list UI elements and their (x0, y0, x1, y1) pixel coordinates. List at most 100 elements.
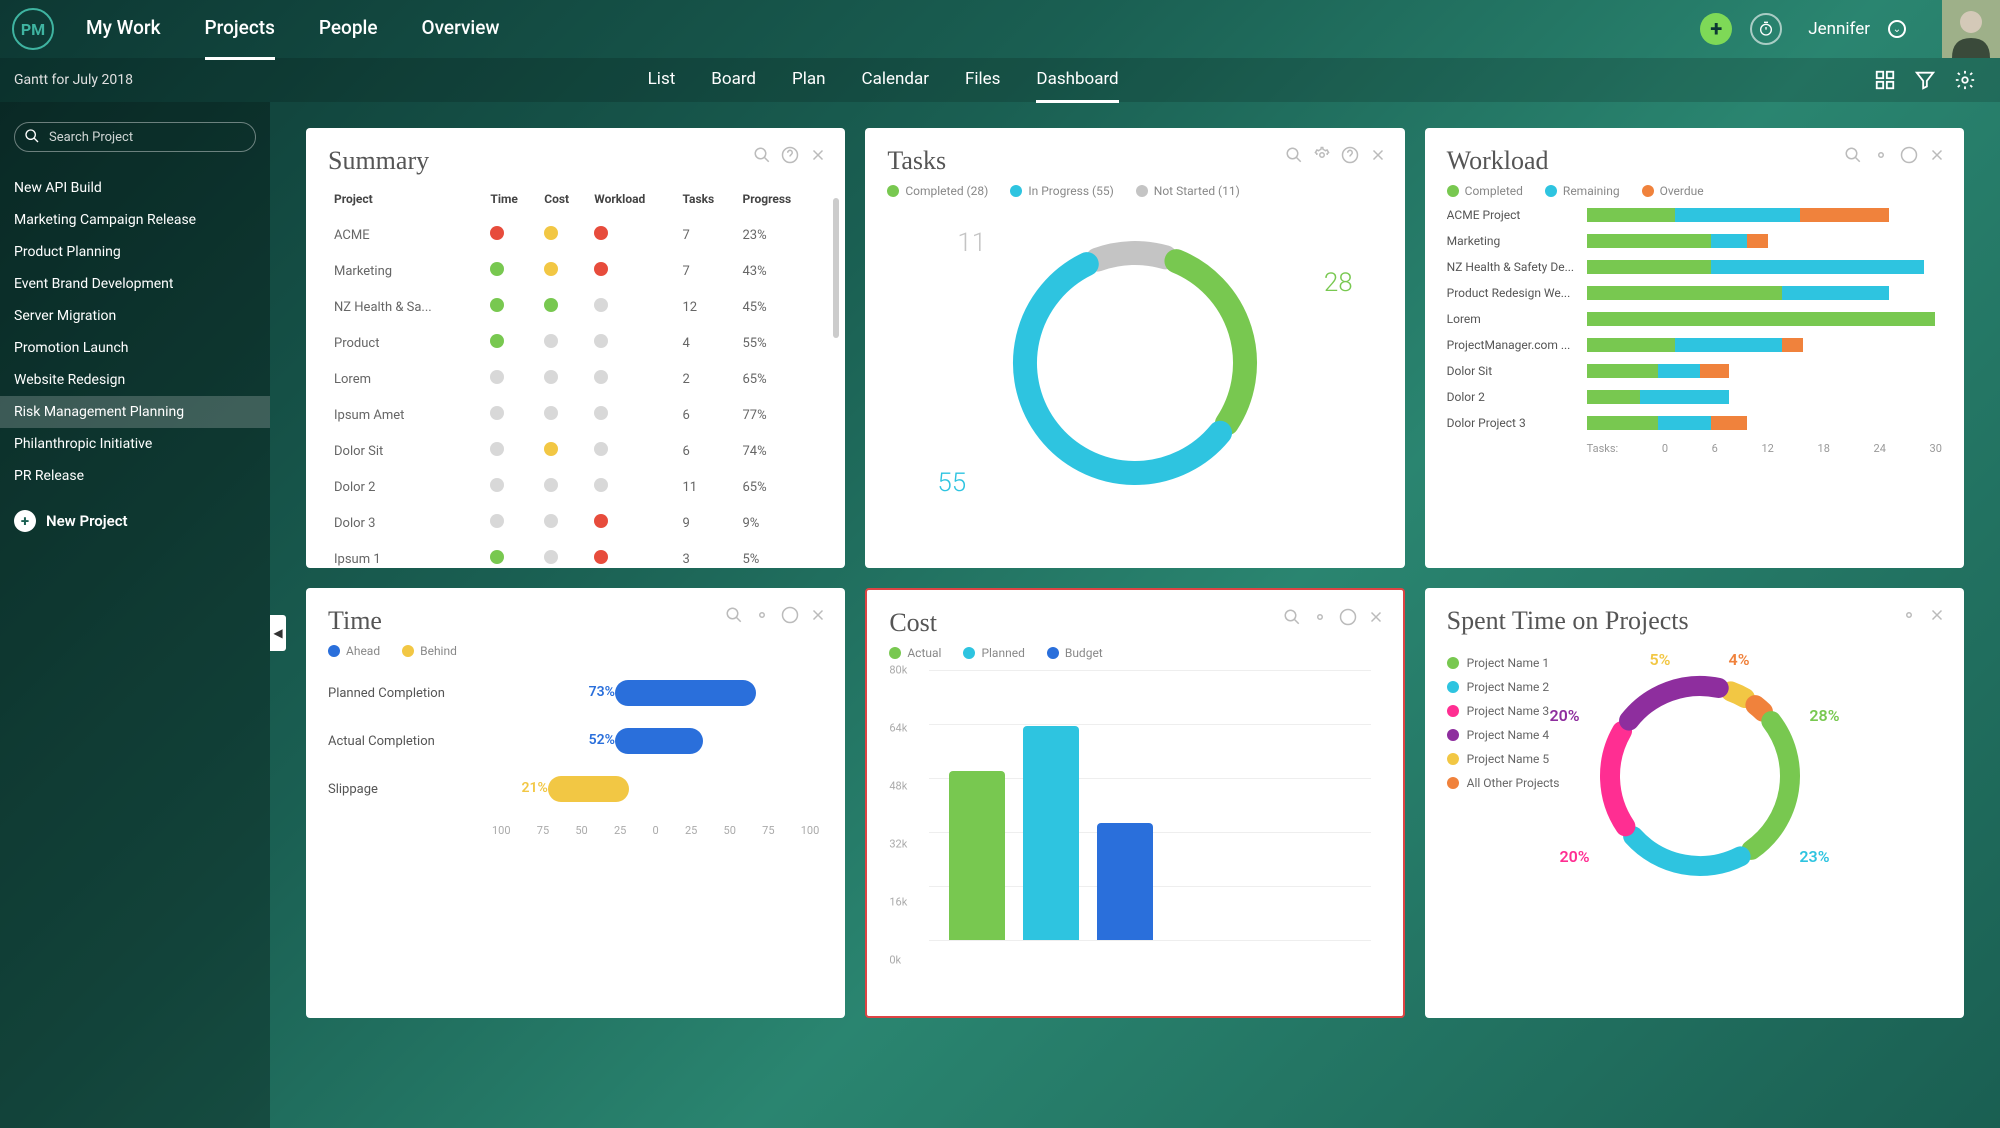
legend-item: Actual (889, 646, 941, 660)
filter-icon[interactable] (1914, 69, 1936, 91)
tab-calendar[interactable]: Calendar (862, 58, 929, 103)
workload-row: Product Redesign We... (1447, 286, 1942, 300)
card-title: Summary (328, 146, 823, 176)
scrollbar[interactable] (833, 198, 839, 338)
close-icon[interactable] (1928, 146, 1946, 164)
gear-icon[interactable] (1311, 608, 1329, 626)
nav-overview[interactable]: Overview (422, 0, 500, 60)
sidebar-project-item[interactable]: PR Release (0, 460, 270, 492)
sidebar-project-item[interactable]: Server Migration (0, 300, 270, 332)
sidebar-project-item[interactable]: Event Brand Development (0, 268, 270, 300)
legend-item: Planned (963, 646, 1024, 660)
user-name[interactable]: Jennifer (1808, 19, 1870, 39)
sidebar-project-item[interactable]: Philanthropic Initiative (0, 428, 270, 460)
column-header: Workload (590, 186, 676, 216)
grid-view-icon[interactable] (1874, 69, 1896, 91)
close-icon[interactable] (1369, 146, 1387, 164)
nav-people[interactable]: People (319, 0, 378, 60)
axis-label: 0k (889, 954, 901, 967)
zoom-icon[interactable] (1285, 146, 1303, 164)
add-button[interactable]: + (1700, 13, 1732, 45)
workload-row: Dolor 2 (1447, 390, 1942, 404)
table-row[interactable]: Product 455% (330, 326, 821, 360)
table-row[interactable]: Dolor 2 1165% (330, 470, 821, 504)
tab-plan[interactable]: Plan (792, 58, 826, 103)
zoom-icon[interactable] (1283, 608, 1301, 626)
nav-projects[interactable]: Projects (205, 0, 275, 60)
pct-label: 4% (1729, 650, 1750, 669)
zoom-icon[interactable] (753, 146, 771, 164)
nav-my-work[interactable]: My Work (86, 0, 161, 60)
cost-bar (949, 771, 1005, 940)
table-row[interactable]: Ipsum 1 35% (330, 542, 821, 568)
tasks-legend: Completed (28)In Progress (55)Not Starte… (887, 184, 1382, 198)
legend-item: Project Name 3 (1447, 704, 1560, 718)
table-row[interactable]: Lorem 265% (330, 362, 821, 396)
sidebar-project-item[interactable]: Promotion Launch (0, 332, 270, 364)
table-row[interactable]: Dolor 3 99% (330, 506, 821, 540)
legend-item: All Other Projects (1447, 776, 1560, 790)
summary-card: Summary ProjectTimeCostWorkloadTasksProg… (306, 128, 845, 568)
help-icon[interactable] (1341, 146, 1359, 164)
tasks-donut: 112855 (887, 208, 1382, 518)
help-icon[interactable] (1900, 146, 1918, 164)
legend-item: Budget (1047, 646, 1103, 660)
help-icon[interactable] (1339, 608, 1357, 626)
tab-board[interactable]: Board (711, 58, 756, 103)
legend-item: Completed (1447, 184, 1523, 198)
close-icon[interactable] (1928, 606, 1946, 624)
workload-row: ProjectManager.com ... (1447, 338, 1942, 352)
tab-files[interactable]: Files (965, 58, 1000, 103)
donut-value-label: 28 (1324, 268, 1353, 298)
pct-label: 23% (1799, 847, 1829, 866)
pct-label: 5% (1650, 650, 1671, 669)
help-icon[interactable] (781, 146, 799, 164)
table-row[interactable]: NZ Health & Sa... 1245% (330, 290, 821, 324)
axis-label: 64k (889, 722, 907, 735)
column-header: Progress (739, 186, 822, 216)
legend-item: Behind (402, 644, 457, 658)
summary-table: ProjectTimeCostWorkloadTasksProgress ACM… (328, 184, 823, 568)
column-header: Project (330, 186, 484, 216)
sidebar-project-item[interactable]: Risk Management Planning (0, 396, 270, 428)
header: PM My WorkProjectsPeopleOverview + Jenni… (0, 0, 2000, 58)
gear-icon[interactable] (1900, 606, 1918, 624)
zoom-icon[interactable] (1844, 146, 1862, 164)
tab-dashboard[interactable]: Dashboard (1036, 58, 1118, 103)
table-row[interactable]: Ipsum Amet 677% (330, 398, 821, 432)
search-input[interactable] (14, 122, 256, 152)
workload-row: Dolor Sit (1447, 364, 1942, 378)
help-icon[interactable] (781, 606, 799, 624)
sidebar-collapse-handle[interactable]: ◀ (270, 615, 286, 651)
close-icon[interactable] (809, 606, 827, 624)
search-icon (24, 128, 40, 144)
workload-row: NZ Health & Safety De... (1447, 260, 1942, 274)
table-row[interactable]: Dolor Sit 674% (330, 434, 821, 468)
timer-button[interactable] (1750, 13, 1782, 45)
legend-item: Remaining (1545, 184, 1620, 198)
gear-icon[interactable] (753, 606, 771, 624)
time-card: Time AheadBehind Planned Completion 73% … (306, 588, 845, 1018)
gear-icon[interactable] (1313, 146, 1331, 164)
sidebar-project-item[interactable]: Marketing Campaign Release (0, 204, 270, 236)
sidebar-project-item[interactable]: New API Build (0, 172, 270, 204)
table-row[interactable]: ACME 723% (330, 218, 821, 252)
axis-label: 80k (889, 664, 907, 677)
column-header: Cost (540, 186, 588, 216)
sidebar-project-item[interactable]: Product Planning (0, 236, 270, 268)
tab-list[interactable]: List (648, 58, 676, 103)
legend-item: Project Name 4 (1447, 728, 1560, 742)
user-menu-chevron-icon[interactable]: ⌄ (1888, 20, 1906, 38)
zoom-icon[interactable] (725, 606, 743, 624)
close-icon[interactable] (1367, 608, 1385, 626)
cost-legend: Actual Planned Budget (889, 646, 1380, 660)
user-avatar[interactable] (1942, 0, 2000, 58)
gear-icon[interactable] (1872, 146, 1890, 164)
spent-legend: Project Name 1Project Name 2Project Name… (1447, 656, 1560, 896)
settings-icon[interactable] (1954, 69, 1976, 91)
table-row[interactable]: Marketing 743% (330, 254, 821, 288)
close-icon[interactable] (809, 146, 827, 164)
sidebar-project-item[interactable]: Website Redesign (0, 364, 270, 396)
pct-label: 20% (1560, 847, 1590, 866)
new-project-button[interactable]: + New Project (0, 500, 270, 542)
